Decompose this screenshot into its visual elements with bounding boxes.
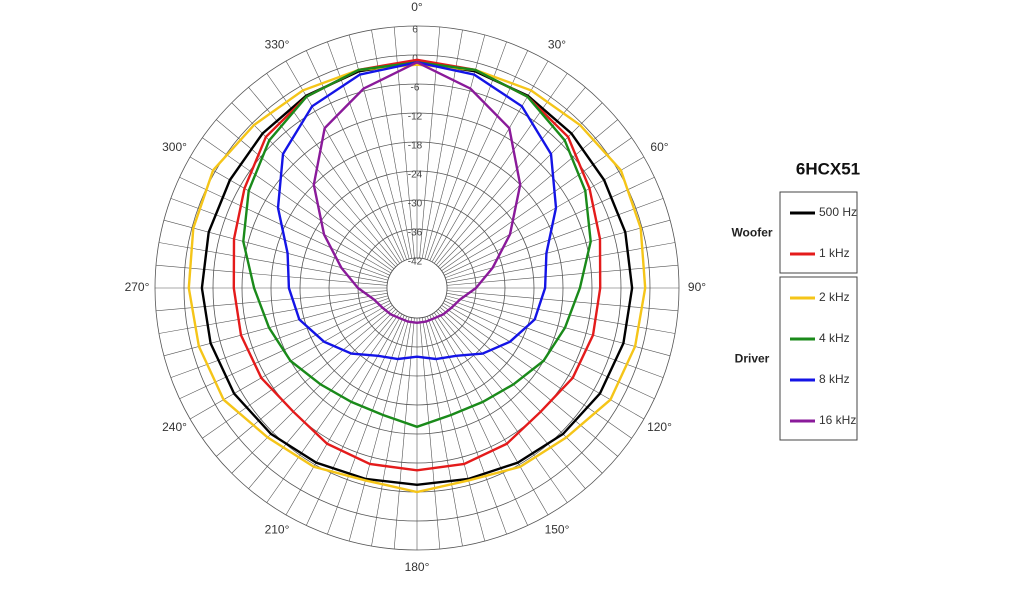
theta-tick-label: 210° <box>265 523 290 537</box>
legend-label: 500 Hz <box>819 205 857 219</box>
grid-ring <box>154 25 680 551</box>
series-line <box>242 61 592 429</box>
grid-ring <box>328 199 506 377</box>
theta-tick-label: 90° <box>688 280 706 294</box>
theta-tick-label: 240° <box>162 420 187 434</box>
r-tick-label: -18 <box>408 141 423 152</box>
legend-label: 4 kHz <box>819 331 850 345</box>
theta-tick-label: 270° <box>125 280 150 294</box>
legend-group-label: Driver <box>735 352 770 366</box>
series-line <box>232 58 602 472</box>
theta-tick-label: 120° <box>647 420 672 434</box>
legend-label: 16 kHz <box>819 413 856 427</box>
theta-tick-label: 30° <box>548 38 566 52</box>
center-hole <box>386 257 448 319</box>
legend-label: 2 kHz <box>819 290 850 304</box>
grid-ring <box>299 170 535 406</box>
legend-box <box>779 276 858 441</box>
r-tick-label: 6 <box>412 25 418 36</box>
theta-tick-label: 300° <box>162 140 187 154</box>
theta-tick-label: 150° <box>545 523 570 537</box>
r-tick-label: -42 <box>408 257 423 268</box>
grid-ring <box>183 54 651 522</box>
theta-tick-label: 330° <box>265 38 290 52</box>
grid-ring <box>241 112 593 464</box>
legend-label: 8 kHz <box>819 372 850 386</box>
legend-box <box>779 191 858 274</box>
r-tick-label: -12 <box>408 112 423 123</box>
r-tick-label: -6 <box>411 83 420 94</box>
legend-title: 6HCX51 <box>796 159 860 178</box>
r-tick-label: -24 <box>408 170 423 181</box>
theta-tick-label: 60° <box>650 140 668 154</box>
r-tick-label: -30 <box>408 199 423 210</box>
theta-tick-label: 180° <box>405 560 430 574</box>
r-tick-label: -36 <box>408 228 423 239</box>
grid-ring <box>270 141 564 435</box>
theta-tick-label: 0° <box>411 0 423 14</box>
series-line <box>187 63 647 494</box>
series-line <box>276 61 558 361</box>
series-line <box>312 60 522 325</box>
legend-label: 1 kHz <box>819 246 850 260</box>
legend-group-label: Woofer <box>731 226 772 240</box>
series-line <box>200 61 634 487</box>
